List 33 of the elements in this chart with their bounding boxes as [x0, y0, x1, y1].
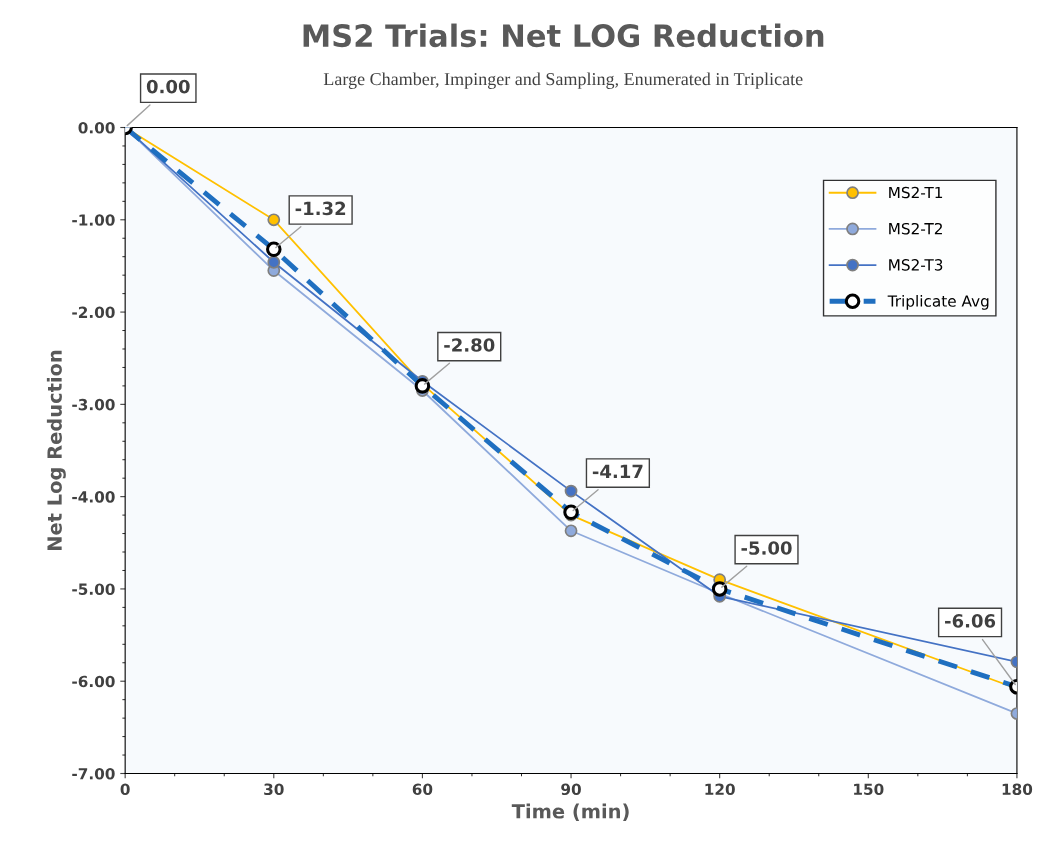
data-label: 0.00 [146, 79, 190, 94]
y-tick-label: -4.00 [72, 491, 115, 503]
legend-label: MS2-T1 [889, 186, 943, 199]
x-tick-label: 120 [705, 783, 735, 796]
x-tick-label: 60 [412, 783, 433, 796]
data-label: -4.17 [592, 464, 643, 479]
y-axis-title: Net Log Reduction [46, 350, 66, 550]
x-tick-label: 90 [561, 783, 581, 796]
x-tick-label: 150 [854, 783, 884, 796]
point [267, 213, 281, 227]
point [564, 484, 578, 498]
x-tick-label: 0 [120, 783, 130, 796]
legend-label: MS2-T2 [889, 222, 942, 235]
x-tick-label: 180 [1002, 783, 1033, 796]
data-label: -1.32 [295, 201, 346, 216]
y-tick-label: -3.00 [72, 398, 115, 411]
y-tick-label: -7.00 [72, 767, 115, 780]
chart-title: MS2 Trials: Net LOG Reduction [303, 23, 824, 48]
point [564, 524, 578, 538]
y-tick-label: -1.00 [72, 214, 115, 226]
data-label: -5.00 [741, 541, 792, 555]
point [267, 255, 281, 269]
x-tick-label: 30 [264, 783, 284, 796]
data-label: -2.80 [444, 338, 495, 352]
y-tick-label: 0.00 [78, 121, 115, 134]
y-tick-label: -5.00 [72, 583, 115, 595]
chart-subtitle: Large Chamber, Impinger and Sampling, Enumerated in Triplicate [323, 72, 803, 89]
legend-label: MS2-T3 [889, 259, 943, 271]
y-tick-label: -6.00 [72, 675, 115, 688]
legend-label: Triplicate Avg [887, 294, 989, 310]
data-label: -6.06 [945, 614, 996, 628]
y-tick-label: -2.00 [72, 306, 115, 319]
x-axis-title: Time (min) [511, 803, 629, 821]
